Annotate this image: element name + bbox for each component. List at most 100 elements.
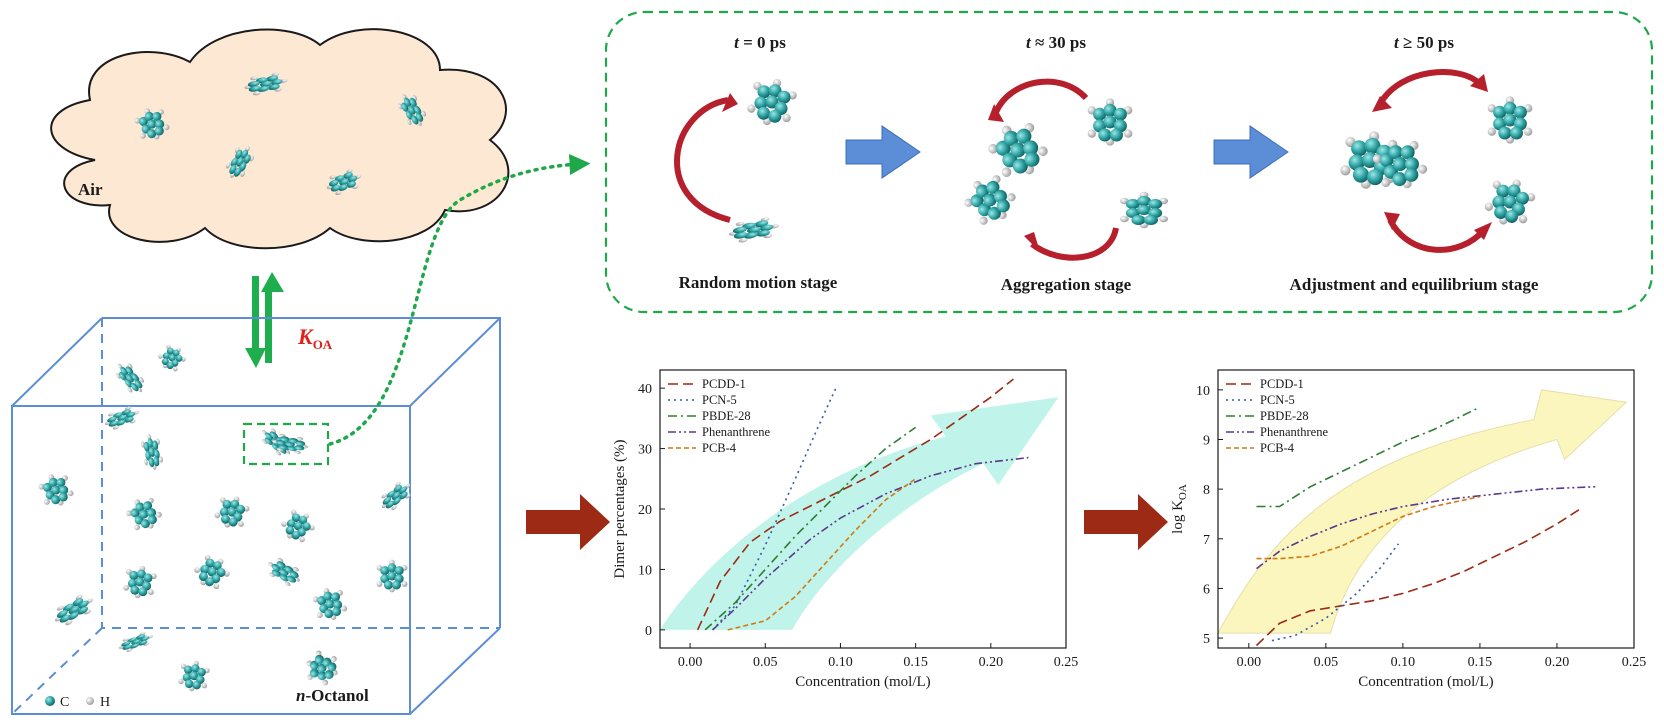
legend-entry: PCB-4 (1260, 441, 1295, 455)
stage-time: t = 0 ps (734, 33, 786, 52)
series-line (712, 456, 1029, 631)
legend-carbon: C (60, 695, 69, 710)
molecule-icon (211, 491, 253, 533)
stage-arrow-icon (845, 125, 921, 179)
zoom-connector (328, 154, 591, 446)
stage-time: t ≈ 30 ps (1026, 33, 1086, 52)
molecule-icon (727, 215, 781, 245)
y-tick-label: 7 (1203, 533, 1210, 548)
molecule-icon (116, 629, 156, 655)
y-tick-label: 10 (638, 563, 652, 578)
series-line (1271, 543, 1399, 642)
x-axis-label: Concentration (mol/L) (795, 674, 930, 690)
molecule-icon (101, 403, 143, 433)
y-axis-label: Dimer percentages (%) (612, 439, 628, 578)
octanol-label: n-Octanol (296, 686, 369, 705)
trend-band (1217, 389, 1628, 634)
series-line (696, 378, 1014, 631)
y-tick-label: 0 (645, 624, 652, 639)
x-tick-label: 0.25 (1622, 655, 1647, 670)
y-tick-label: 8 (1203, 483, 1210, 498)
molecule-icon (301, 647, 343, 689)
legend-entry: PCDD-1 (702, 377, 746, 391)
equilibrium-arrow (1470, 74, 1488, 92)
molecule-icon (376, 559, 408, 593)
stages-panel (604, 10, 1654, 314)
legend-entry: PCB-4 (702, 441, 737, 455)
legend-entry: Phenanthrene (702, 425, 770, 439)
atom-legend: C H (45, 695, 110, 710)
molecule-icon (982, 113, 1054, 187)
x-tick-label: 0.15 (903, 655, 928, 670)
plot-frame (1217, 369, 1635, 649)
x-tick-label: 0.10 (828, 655, 853, 670)
octanol-molecules (35, 340, 417, 694)
y-axis-label-main: log K (1170, 500, 1186, 534)
stage-label: Adjustment and equilibrium stage (1290, 275, 1539, 294)
x-tick-label: 0.20 (979, 655, 1004, 670)
molecule-icon (121, 563, 159, 601)
molecule-icon (1480, 172, 1540, 232)
stage-aggregation: t ≈ 30 ps Aggregation stage (957, 33, 1169, 294)
legend-entry: PCDD-1 (1260, 377, 1304, 391)
stage-time: t ≥ 50 ps (1394, 33, 1454, 52)
y-tick-label: 6 (1203, 582, 1210, 597)
x-tick-label: 0.05 (1314, 655, 1339, 670)
x-tick-label: 0.10 (1391, 655, 1416, 670)
legend-entry: Phenanthrene (1260, 425, 1328, 439)
flow-arrow-icon (526, 494, 610, 550)
molecule-icon (139, 432, 165, 472)
molecule-icon (1487, 96, 1533, 144)
molecule-icon (176, 658, 212, 694)
series-line (1256, 406, 1481, 508)
molecule-icon (35, 469, 77, 511)
stage-arrow-icon (1213, 125, 1289, 179)
trend-band (660, 397, 1059, 630)
y-tick-label: 10 (1196, 384, 1210, 399)
legend-entry: PBDE-28 (1260, 409, 1309, 423)
flow-arrow-icon (1084, 494, 1168, 550)
aggregation-arrow (1024, 232, 1040, 252)
legend-entry: PCN-5 (702, 393, 737, 407)
legend-hydrogen: H (100, 695, 110, 710)
motion-arrow (674, 97, 731, 223)
molecule-icon (189, 549, 235, 595)
legend-entry: PBDE-28 (702, 409, 751, 423)
stage-random-motion: t = 0 ps Random motion stage (674, 33, 838, 292)
series-line (1256, 485, 1596, 570)
koa-label: KOA (297, 324, 333, 352)
x-tick-label: 0.05 (753, 655, 778, 670)
aggregation-arrow (988, 104, 1004, 122)
x-tick-label: 0.15 (1468, 655, 1493, 670)
air-label: Air (78, 180, 103, 199)
y-tick-label: 20 (638, 503, 652, 518)
molecule-icon (263, 553, 305, 591)
stage-label: Aggregation stage (1001, 275, 1132, 294)
hydrogen-atom-icon (86, 697, 94, 705)
x-tick-label: 0.00 (678, 655, 703, 670)
molecule-icon (1119, 191, 1169, 229)
air-cloud: Air (50, 28, 510, 250)
molecule-icon (49, 590, 99, 630)
y-tick-label: 9 (1203, 434, 1210, 449)
stage-equilibrium: t ≥ 50 ps Adjustment and equilibrium sta… (1290, 33, 1540, 294)
x-tick-label: 0.25 (1054, 655, 1079, 670)
y-axis-label-sub: OA (1177, 484, 1189, 500)
octanol-box (11, 317, 501, 715)
y-axis-label: log KOA (1170, 484, 1189, 534)
molecule-icon (310, 584, 350, 624)
molecule-icon (154, 340, 190, 376)
molecule-icon (1087, 98, 1133, 146)
y-tick-label: 40 (638, 382, 652, 397)
series-line (704, 426, 917, 631)
series-line (727, 478, 917, 631)
series-line (1256, 495, 1481, 560)
x-tick-label: 0.20 (1545, 655, 1570, 670)
molecule-icon (744, 73, 800, 131)
molecule-icon (122, 492, 166, 536)
y-tick-label: 5 (1203, 632, 1210, 647)
stage-label: Random motion stage (679, 273, 838, 292)
x-tick-label: 0.00 (1237, 655, 1262, 670)
dimer-chart: 0.00 0.05 0.10 0.15 0.20 0.25 0 10 20 30 40 Concent… (612, 369, 1079, 690)
